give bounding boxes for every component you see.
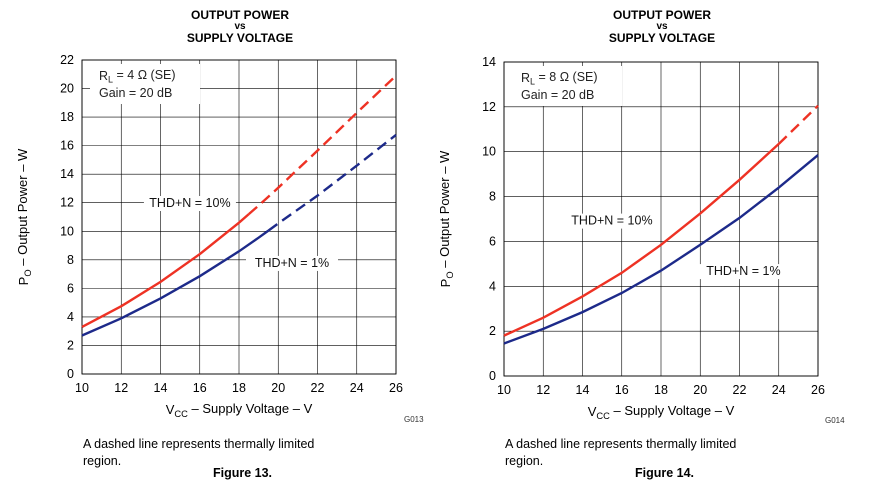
- x-tick-label: 18: [654, 383, 668, 397]
- x-tick-label: 10: [75, 381, 89, 395]
- x-tick-label: 20: [271, 381, 285, 395]
- title-line-1: OUTPUT POWER: [191, 8, 289, 22]
- y-tick-label: 6: [67, 281, 74, 295]
- title-line-3: SUPPLY VOLTAGE: [608, 31, 716, 45]
- x-tick-label: 24: [350, 381, 364, 395]
- y-tick-label: 4: [489, 279, 496, 293]
- series-line-solid: [503, 143, 780, 337]
- series-label-background: [245, 255, 338, 271]
- y-tick-label: 18: [60, 110, 74, 124]
- grid: [503, 61, 819, 377]
- series-thd1: [503, 154, 819, 345]
- figure-label: Figure 14.: [634, 466, 695, 480]
- x-axis-label: VCC – Supply Voltage – V: [166, 401, 313, 419]
- plot-frame: [503, 61, 819, 377]
- y-tick-label: 14: [482, 55, 496, 69]
- title-line-3: SUPPLY VOLTAGE: [186, 31, 294, 45]
- figure-14-panel: OUTPUT POWER vs SUPPLY VOLTAGE RL = 8 Ω …: [422, 0, 852, 488]
- x-tick-label: 16: [193, 381, 207, 395]
- x-tick-label: 22: [733, 383, 747, 397]
- y-tick-label: 8: [67, 253, 74, 267]
- legend-background: [90, 64, 200, 104]
- y-tick-label: 14: [60, 167, 74, 181]
- legend-background: [512, 66, 622, 106]
- x-axis-label: VCC – Supply Voltage – V: [588, 403, 735, 421]
- y-tick-label: 10: [60, 224, 74, 238]
- figure-13-panel: OUTPUT POWER vs SUPPLY VOLTAGE RL = 4 Ω …: [0, 0, 430, 488]
- series-label: THD+N = 1%: [706, 264, 780, 278]
- y-tick-label: 10: [482, 145, 496, 159]
- caption: A dashed line represents thermally limit…: [505, 437, 737, 468]
- y-axis-label: PO – Output Power – W: [15, 148, 33, 285]
- y-tick-label: 6: [489, 234, 496, 248]
- caption: A dashed line represents thermally limit…: [83, 437, 315, 468]
- series-label-background: [143, 196, 236, 212]
- y-tick-label: 16: [60, 139, 74, 153]
- y-tick-label: 22: [60, 53, 74, 67]
- y-tick-label: 2: [67, 338, 74, 352]
- series-line-dashed: [777, 104, 819, 145]
- figure-code: G013: [404, 415, 424, 424]
- series-line-solid: [81, 213, 250, 328]
- grid: [81, 59, 397, 375]
- x-tick-label: 14: [576, 383, 590, 397]
- legend-load-resistance: RL = 8 Ω (SE): [521, 70, 598, 87]
- y-tick-label: 20: [60, 82, 74, 96]
- y-tick-label: 12: [60, 196, 74, 210]
- title-line-2: vs: [234, 21, 246, 32]
- legend-gain: Gain = 20 dB: [99, 86, 172, 100]
- title-line-2: vs: [656, 21, 668, 32]
- x-tick-label: 22: [311, 381, 325, 395]
- series-thd10: [81, 74, 397, 328]
- x-tick-label: 24: [772, 383, 786, 397]
- figure-code: G014: [825, 416, 845, 425]
- x-tick-label: 12: [536, 383, 550, 397]
- y-tick-label: 4: [67, 310, 74, 324]
- figure-label: Figure 13.: [212, 466, 273, 480]
- x-tick-label: 26: [811, 383, 825, 397]
- title-line-1: OUTPUT POWER: [613, 8, 711, 22]
- x-tick-label: 26: [389, 381, 403, 395]
- series-label-background: [697, 264, 790, 280]
- x-tick-label: 14: [154, 381, 168, 395]
- y-tick-label: 8: [489, 190, 496, 204]
- chart-title: OUTPUT POWER vs SUPPLY VOLTAGE: [447, 9, 871, 45]
- x-tick-label: 12: [114, 381, 128, 395]
- y-tick-label: 12: [482, 100, 496, 114]
- legend-gain: Gain = 20 dB: [521, 88, 594, 102]
- series-thd10: [503, 104, 819, 337]
- series-label: THD+N = 10%: [149, 196, 230, 210]
- series-line-dashed: [248, 74, 397, 216]
- x-tick-label: 16: [615, 383, 629, 397]
- y-tick-label: 0: [489, 369, 496, 383]
- plot-frame: [81, 59, 397, 375]
- series-label: THD+N = 10%: [571, 214, 652, 228]
- x-tick-label: 20: [693, 383, 707, 397]
- series-label-background: [565, 213, 658, 229]
- series-line-dashed: [267, 133, 397, 232]
- legend-load-resistance: RL = 4 Ω (SE): [99, 68, 176, 85]
- chart-title: OUTPUT POWER vs SUPPLY VOLTAGE: [25, 9, 455, 45]
- y-tick-label: 0: [67, 367, 74, 381]
- x-tick-label: 10: [497, 383, 511, 397]
- y-axis-label: PO – Output Power – W: [437, 150, 455, 287]
- series-thd1: [81, 133, 397, 337]
- y-tick-label: 2: [489, 324, 496, 338]
- series-label: THD+N = 1%: [255, 256, 329, 270]
- series-line-solid: [81, 229, 270, 337]
- x-tick-label: 18: [232, 381, 246, 395]
